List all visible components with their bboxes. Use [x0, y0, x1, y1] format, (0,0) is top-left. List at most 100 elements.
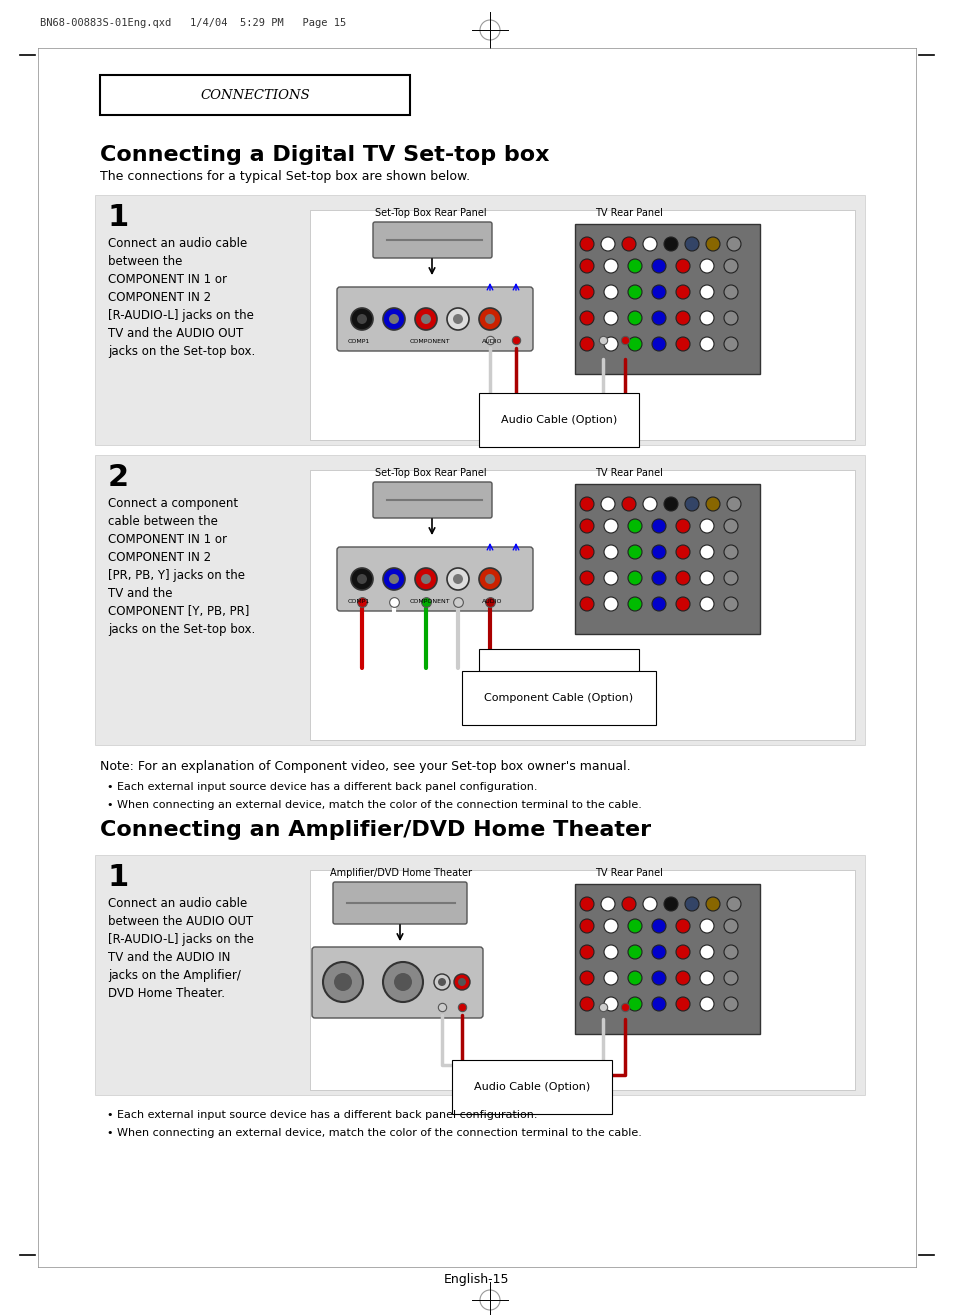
Circle shape	[579, 997, 594, 1011]
Text: • Each external input source device has a different back panel configuration.: • Each external input source device has …	[107, 1110, 537, 1120]
Circle shape	[684, 237, 699, 251]
Circle shape	[723, 337, 738, 351]
Circle shape	[627, 970, 641, 985]
Circle shape	[603, 544, 618, 559]
Text: 1: 1	[108, 203, 129, 231]
Circle shape	[323, 963, 363, 1002]
Circle shape	[676, 919, 689, 934]
Circle shape	[579, 544, 594, 559]
Circle shape	[457, 978, 465, 986]
Circle shape	[700, 945, 713, 959]
Circle shape	[684, 497, 699, 512]
Circle shape	[705, 237, 720, 251]
Circle shape	[351, 308, 373, 330]
Circle shape	[621, 897, 636, 911]
Circle shape	[453, 575, 462, 584]
Circle shape	[726, 497, 740, 512]
Circle shape	[351, 568, 373, 590]
Circle shape	[651, 945, 665, 959]
Circle shape	[676, 970, 689, 985]
Circle shape	[603, 571, 618, 585]
Text: COMP1: COMP1	[348, 339, 370, 345]
Circle shape	[700, 259, 713, 274]
Circle shape	[723, 544, 738, 559]
Circle shape	[600, 497, 615, 512]
Circle shape	[447, 308, 469, 330]
Circle shape	[700, 597, 713, 611]
Circle shape	[676, 337, 689, 351]
Circle shape	[356, 575, 367, 584]
Circle shape	[651, 312, 665, 325]
Circle shape	[700, 519, 713, 533]
Circle shape	[579, 312, 594, 325]
Circle shape	[723, 970, 738, 985]
Circle shape	[627, 997, 641, 1011]
Circle shape	[453, 314, 462, 323]
Circle shape	[627, 597, 641, 611]
Circle shape	[627, 519, 641, 533]
Circle shape	[642, 237, 657, 251]
Circle shape	[700, 571, 713, 585]
FancyBboxPatch shape	[575, 224, 760, 373]
Text: The connections for a typical Set-top box are shown below.: The connections for a typical Set-top bo…	[100, 170, 470, 183]
Circle shape	[700, 970, 713, 985]
Circle shape	[600, 237, 615, 251]
Circle shape	[642, 497, 657, 512]
Circle shape	[420, 575, 431, 584]
Circle shape	[579, 259, 594, 274]
Circle shape	[579, 237, 594, 251]
Circle shape	[676, 997, 689, 1011]
Text: Audio Cable (Option): Audio Cable (Option)	[474, 1082, 590, 1091]
Circle shape	[651, 519, 665, 533]
Circle shape	[676, 312, 689, 325]
Circle shape	[676, 945, 689, 959]
Circle shape	[663, 237, 678, 251]
Circle shape	[434, 974, 450, 990]
Circle shape	[627, 945, 641, 959]
Circle shape	[627, 312, 641, 325]
Circle shape	[627, 919, 641, 934]
Circle shape	[447, 568, 469, 590]
Circle shape	[603, 285, 618, 299]
Circle shape	[603, 337, 618, 351]
Circle shape	[651, 337, 665, 351]
Text: COMPONENT: COMPONENT	[410, 600, 450, 604]
FancyBboxPatch shape	[100, 75, 410, 114]
FancyBboxPatch shape	[575, 884, 760, 1034]
Circle shape	[723, 997, 738, 1011]
Text: AUDIO: AUDIO	[481, 339, 501, 345]
Circle shape	[627, 285, 641, 299]
FancyBboxPatch shape	[312, 947, 482, 1018]
Circle shape	[663, 497, 678, 512]
Circle shape	[579, 571, 594, 585]
Circle shape	[603, 919, 618, 934]
Circle shape	[603, 997, 618, 1011]
Text: AUDIO: AUDIO	[481, 600, 501, 604]
FancyBboxPatch shape	[310, 469, 854, 740]
Circle shape	[478, 568, 500, 590]
Circle shape	[705, 497, 720, 512]
Circle shape	[723, 597, 738, 611]
Circle shape	[627, 337, 641, 351]
Text: Connect an audio cable
between the
COMPONENT IN 1 or
COMPONENT IN 2
[R-AUDIO-L] : Connect an audio cable between the COMPO…	[108, 237, 255, 358]
Text: BN68-00883S-01Eng.qxd   1/4/04  5:29 PM   Page 15: BN68-00883S-01Eng.qxd 1/4/04 5:29 PM Pag…	[40, 18, 346, 28]
Circle shape	[579, 337, 594, 351]
Circle shape	[600, 897, 615, 911]
Circle shape	[579, 597, 594, 611]
Circle shape	[700, 312, 713, 325]
Circle shape	[579, 497, 594, 512]
Circle shape	[415, 568, 436, 590]
Circle shape	[726, 897, 740, 911]
Circle shape	[651, 970, 665, 985]
Circle shape	[700, 337, 713, 351]
Text: TV Rear Panel: TV Rear Panel	[595, 208, 662, 218]
Circle shape	[579, 970, 594, 985]
Text: COMPONENT: COMPONENT	[410, 339, 450, 345]
Circle shape	[700, 919, 713, 934]
Circle shape	[579, 919, 594, 934]
Text: 1: 1	[108, 863, 129, 892]
FancyBboxPatch shape	[373, 222, 492, 258]
Circle shape	[723, 919, 738, 934]
Circle shape	[723, 571, 738, 585]
Text: TV Rear Panel: TV Rear Panel	[595, 468, 662, 477]
